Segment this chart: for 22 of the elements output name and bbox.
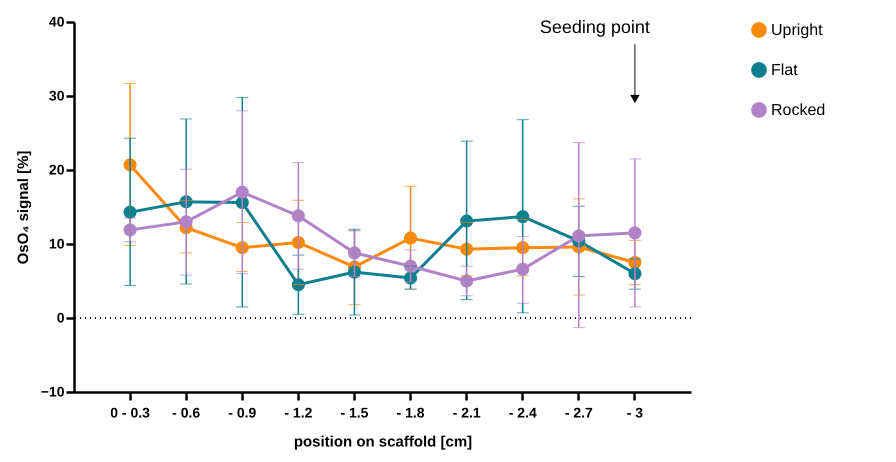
y-tick-label: 40: [48, 14, 65, 30]
y-tick-label: 10: [48, 236, 65, 252]
x-tick-label: - 2.7: [564, 404, 594, 420]
x-tick-label: - 1.8: [396, 404, 425, 420]
x-tick-label: - 2.1: [452, 404, 481, 420]
y-axis-title: OsO₄ signal [%]: [14, 150, 32, 264]
legend-label: Upright: [771, 22, 824, 39]
x-tick-label: - 1.5: [340, 404, 369, 420]
y-tick-label: 30: [48, 88, 65, 104]
x-tick-label: - 0.6: [172, 404, 200, 420]
legend-label: Rocked: [771, 102, 826, 119]
y-tick-label: 0: [56, 310, 65, 326]
x-tick-label: 0 - 0.3: [110, 404, 150, 420]
x-axis-title: position on scaffold [cm]: [294, 434, 472, 450]
x-tick-label: - 0.9: [228, 404, 256, 420]
y-tick-label: −10: [40, 384, 65, 400]
x-tick-label: - 3: [626, 404, 644, 420]
legend-label: Flat: [771, 62, 798, 79]
y-tick-label: 20: [48, 162, 65, 178]
x-tick-label: - 1.2: [284, 404, 313, 420]
x-tick-label: - 2.4: [508, 404, 537, 420]
annotation: Seeding point: [540, 16, 650, 37]
